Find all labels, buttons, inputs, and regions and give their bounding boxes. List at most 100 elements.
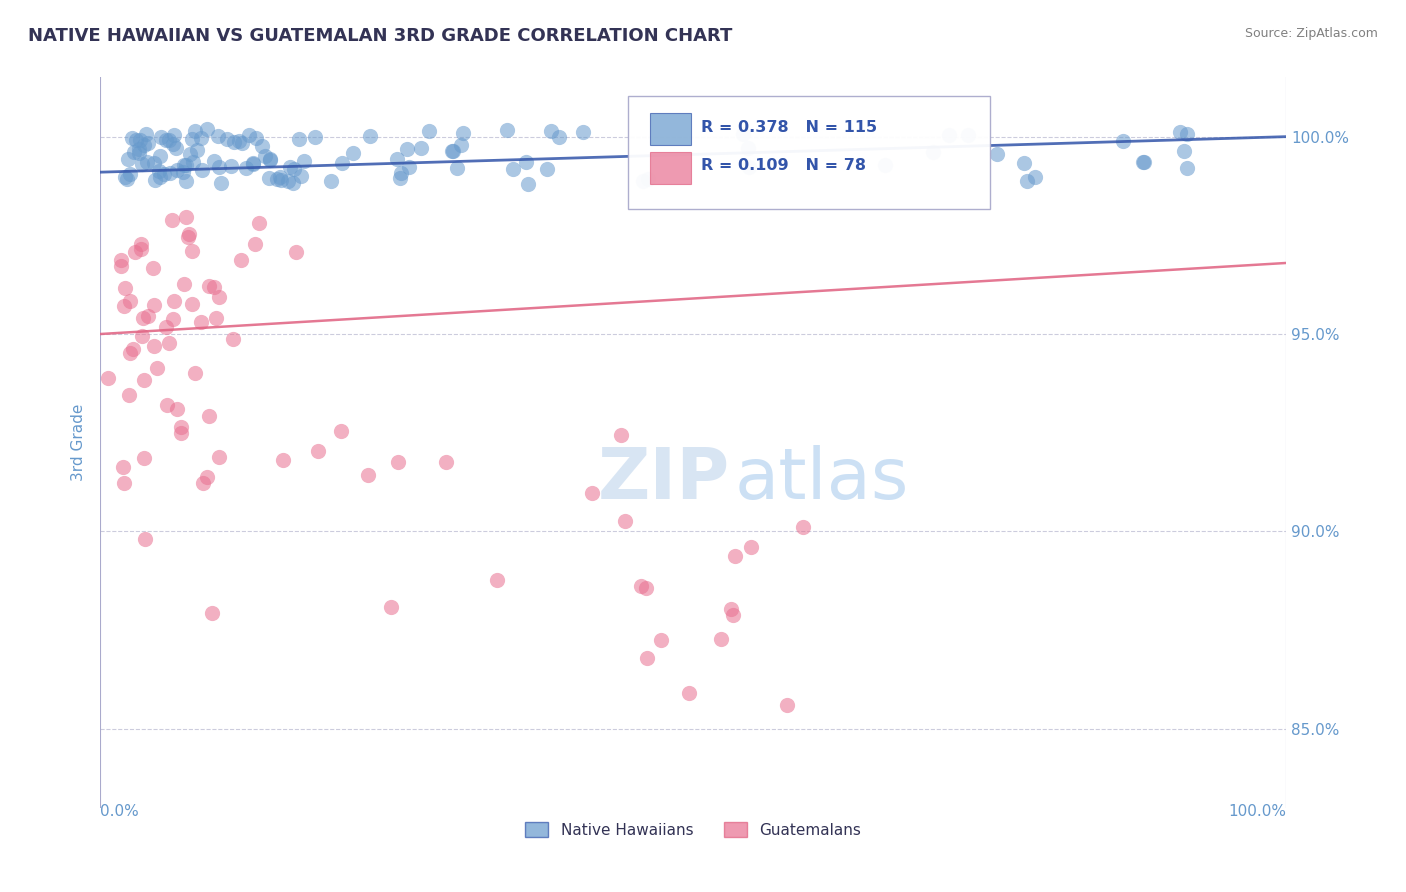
Point [121, 343, 143, 357]
Point [740, 541, 762, 555]
Point [636, 651, 658, 665]
Point [257, 170, 280, 185]
Point [118, 388, 141, 402]
Point [515, 155, 537, 169]
Point [1133, 155, 1156, 169]
Point [122, 145, 145, 160]
Point [148, 164, 170, 178]
Legend: Native Hawaiians, Guatemalans: Native Hawaiians, Guatemalans [519, 815, 868, 844]
Point [112, 299, 135, 313]
Text: atlas: atlas [734, 444, 908, 514]
Point [149, 170, 172, 185]
Point [150, 129, 173, 144]
Point [721, 607, 744, 622]
Point [142, 298, 165, 312]
Point [180, 132, 202, 146]
Point [502, 162, 524, 177]
Point [1175, 128, 1198, 142]
Point [195, 122, 218, 136]
Point [1014, 156, 1036, 170]
Point [200, 606, 222, 620]
Point [389, 166, 412, 180]
Point [245, 131, 267, 145]
Point [450, 137, 472, 152]
Point [235, 161, 257, 175]
Point [269, 170, 291, 185]
Point [792, 520, 814, 534]
Point [288, 131, 311, 145]
Point [129, 237, 152, 252]
Point [277, 174, 299, 188]
Point [191, 162, 214, 177]
Point [136, 136, 159, 151]
Point [143, 156, 166, 170]
Point [128, 146, 150, 161]
Point [204, 311, 226, 326]
Point [242, 157, 264, 171]
Point [266, 172, 288, 186]
Point [329, 425, 352, 439]
Text: Source: ZipAtlas.com: Source: ZipAtlas.com [1244, 27, 1378, 40]
Point [737, 160, 759, 174]
Point [938, 128, 960, 143]
Point [190, 315, 212, 329]
Point [135, 127, 157, 141]
Point [131, 311, 153, 326]
Point [163, 293, 186, 308]
Point [183, 123, 205, 137]
Point [180, 297, 202, 311]
Point [115, 171, 138, 186]
Point [238, 128, 260, 142]
Point [131, 329, 153, 343]
Point [292, 154, 315, 169]
Point [613, 515, 636, 529]
Point [180, 244, 202, 259]
Point [986, 147, 1008, 161]
Text: ZIP: ZIP [598, 444, 731, 514]
Point [129, 242, 152, 256]
Point [634, 581, 657, 595]
Point [1132, 154, 1154, 169]
Point [131, 157, 153, 171]
Point [125, 133, 148, 147]
Point [114, 169, 136, 184]
Point [1017, 174, 1039, 188]
Point [184, 367, 207, 381]
Point [134, 532, 156, 546]
Point [132, 373, 155, 387]
Point [112, 476, 135, 491]
Point [179, 147, 201, 161]
Point [278, 160, 301, 174]
Point [228, 134, 250, 148]
Point [198, 279, 221, 293]
Point [202, 279, 225, 293]
Point [572, 125, 595, 139]
Point [166, 402, 188, 417]
Point [162, 212, 184, 227]
Point [195, 469, 218, 483]
Point [110, 259, 132, 273]
Point [1175, 161, 1198, 175]
Text: 0.0%: 0.0% [100, 804, 139, 819]
Point [208, 450, 231, 464]
Point [221, 159, 243, 173]
Point [221, 332, 243, 346]
Point [177, 227, 200, 241]
Point [136, 309, 159, 323]
Point [149, 149, 172, 163]
Point [163, 128, 186, 142]
Point [259, 153, 281, 168]
Point [650, 633, 672, 648]
Point [630, 579, 652, 593]
Point [304, 130, 326, 145]
Point [173, 277, 195, 292]
Point [174, 174, 197, 188]
Point [387, 455, 409, 469]
Point [446, 161, 468, 175]
Text: NATIVE HAWAIIAN VS GUATEMALAN 3RD GRADE CORRELATION CHART: NATIVE HAWAIIAN VS GUATEMALAN 3RD GRADE … [28, 27, 733, 45]
Point [441, 144, 464, 158]
Point [247, 216, 270, 230]
Point [271, 452, 294, 467]
Point [440, 144, 463, 158]
Point [155, 319, 177, 334]
